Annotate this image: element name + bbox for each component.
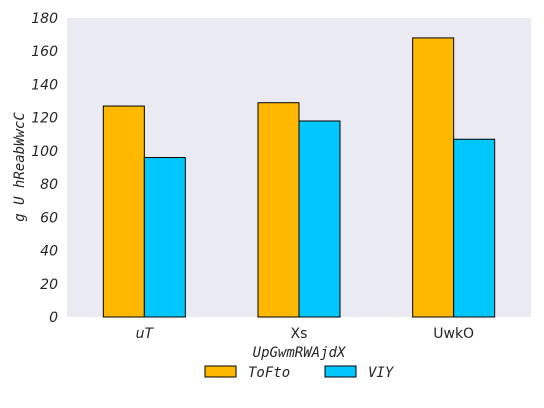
y-tick-label: 180 — [31, 11, 58, 27]
bar-ToFto-uT — [102, 105, 145, 318]
legend-label-ToFto: ToFto — [248, 365, 290, 381]
legend-swatch-ToFto — [204, 365, 237, 378]
y-tick-label: 160 — [31, 44, 58, 60]
legend-label-VIY: VIY — [368, 365, 395, 381]
y-tick-label: 140 — [31, 77, 58, 93]
bar-VIY-UwkO — [453, 138, 496, 318]
y-tick-label: 100 — [31, 144, 58, 160]
y-tick-label: 40 — [40, 244, 58, 260]
x-axis-ticks: uT Xs UwkO — [136, 326, 474, 342]
legend: ToFto VIY — [204, 365, 395, 381]
x-tick-label: uT — [136, 326, 155, 342]
y-tick-label: 60 — [40, 210, 58, 226]
y-tick-label: 20 — [40, 277, 58, 293]
legend-swatch-VIY — [324, 365, 357, 378]
y-axis-label: g U hReabWwcC — [12, 112, 28, 222]
x-tick-label: Xs — [291, 326, 308, 342]
x-axis-label: UpGwmRWAjdX — [253, 345, 347, 361]
y-tick-label: 0 — [49, 310, 58, 326]
x-tick-label: UwkO — [433, 326, 474, 342]
bars-group — [102, 37, 496, 318]
y-tick-label: 80 — [40, 177, 58, 193]
y-tick-label: 120 — [31, 111, 58, 127]
bar-VIY-Xs — [298, 120, 341, 318]
bar-VIY-uT — [143, 157, 186, 318]
bar-ToFto-Xs — [257, 102, 300, 318]
bar-ToFto-UwkO — [412, 37, 455, 318]
y-axis-ticks: 0 20 40 60 80 100 120 140 160 180 — [31, 11, 58, 326]
